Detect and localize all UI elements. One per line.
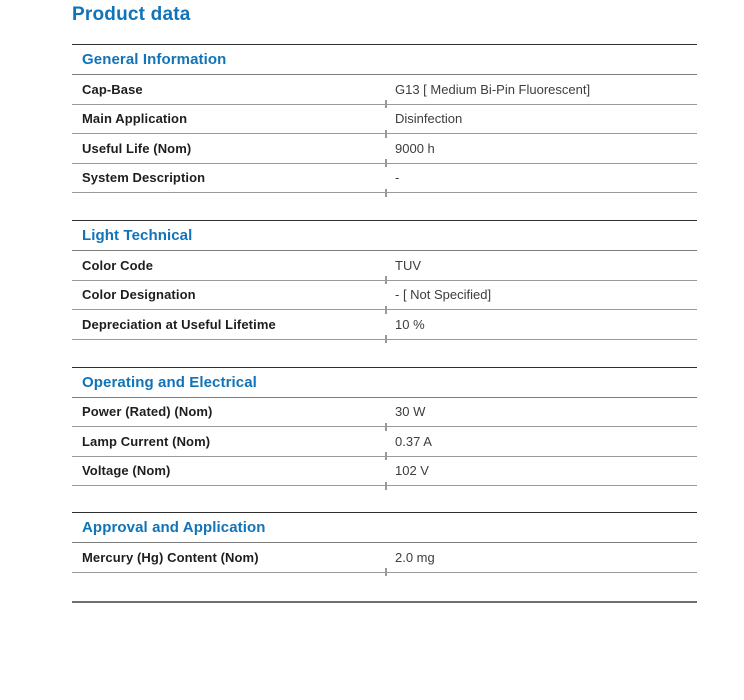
row-label: Cap-Base [82,81,143,97]
row-label: Mercury (Hg) Content (Nom) [82,549,259,565]
table-row: Voltage (Nom) 102 V [72,457,697,489]
row-value: 102 V [395,463,429,479]
section-heading: Light Technical [72,221,697,251]
row-label: Depreciation at Useful Lifetime [82,316,276,332]
row-label: Lamp Current (Nom) [82,433,211,449]
table-row: Depreciation at Useful Lifetime 10 % [72,310,697,343]
section-rows: Power (Rated) (Nom) 30 W Lamp Current (N… [72,398,697,489]
table-row: Color Code TUV [72,251,697,284]
page-title: Product data [72,4,191,25]
row-value: 9000 h [395,140,435,156]
row-value: 2.0 mg [395,549,435,565]
section: Approval and Application Mercury (Hg) Co… [72,512,697,576]
row-value: TUV [395,257,421,273]
row-value: 0.37 A [395,433,432,449]
sections-container: General Information Cap-Base G13 [ Mediu… [72,44,697,576]
section-rows: Color Code TUV Color Designation - [ Not… [72,251,697,343]
row-value: - [395,170,400,186]
table-row: Main Application Disinfection [72,105,697,137]
table-row: System Description - [72,164,697,196]
section-rows: Mercury (Hg) Content (Nom) 2.0 mg [72,543,697,576]
table-row: Mercury (Hg) Content (Nom) 2.0 mg [72,543,697,576]
table-row: Useful Life (Nom) 9000 h [72,134,697,167]
row-label: Main Application [82,111,188,127]
row-value: G13 [ Medium Bi-Pin Fluorescent] [395,81,591,97]
section-heading: Operating and Electrical [72,368,697,398]
row-value: 10 % [395,316,425,332]
section: Operating and Electrical Power (Rated) (… [72,366,697,489]
row-label: Voltage (Nom) [82,463,171,479]
row-label: Color Code [82,257,154,273]
table-row: Cap-Base G13 [ Medium Bi-Pin Fluorescent… [72,75,697,108]
row-label: Power (Rated) (Nom) [82,404,213,420]
section-heading: Approval and Application [72,513,697,543]
row-value: Disinfection [395,111,463,127]
bottom-rule [72,600,697,603]
row-label: System Description [82,170,206,186]
section: General Information Cap-Base G13 [ Mediu… [72,44,697,196]
row-label: Color Designation [82,287,196,303]
content-area: Product data General Information Cap-Bas… [72,0,697,603]
table-row: Lamp Current (Nom) 0.37 A [72,427,697,460]
row-value: 30 W [395,404,426,420]
table-row: Color Designation - [ Not Specified] [72,281,697,313]
row-label: Useful Life (Nom) [82,140,192,156]
section: Light Technical Color Code TUV Color Des… [72,220,697,343]
table-row: Power (Rated) (Nom) 30 W [72,398,697,430]
section-rows: Cap-Base G13 [ Medium Bi-Pin Fluorescent… [72,75,697,196]
row-value: - [ Not Specified] [395,287,492,303]
section-heading: General Information [72,45,697,75]
